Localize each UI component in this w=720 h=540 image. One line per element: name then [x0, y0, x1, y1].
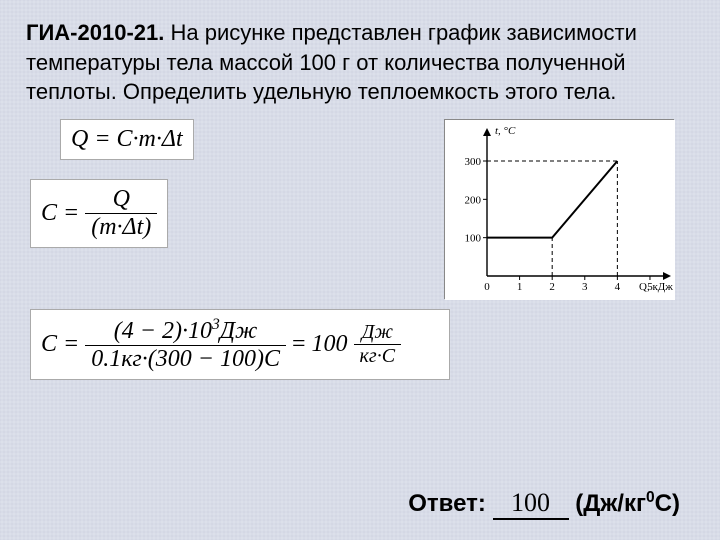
eq3-result-unit: Дж кг·С — [354, 321, 402, 368]
svg-text:t, °C: t, °C — [495, 125, 516, 137]
eq3-equals: = — [292, 331, 312, 357]
svg-text:3: 3 — [582, 281, 588, 293]
eq2-num: Q — [85, 186, 157, 214]
svg-text:200: 200 — [465, 194, 482, 206]
formula-calc: C = (4 − 2)·103Дж 0.1кг·(300 − 100)С = 1… — [30, 309, 450, 380]
svg-text:4: 4 — [615, 281, 621, 293]
problem-title: ГИА-2010-21. На рисунке представлен граф… — [26, 18, 694, 107]
answer-unit: (Дж/кг0С) — [575, 490, 680, 517]
eq3-fraction: (4 − 2)·103Дж 0.1кг·(300 − 100)С — [85, 316, 286, 373]
answer-label: Ответ: — [408, 490, 492, 517]
svg-text:0: 0 — [484, 281, 490, 293]
eq1-rhs: С·m·Δt — [117, 126, 183, 152]
answer-value: 100 — [493, 488, 569, 520]
answer-line: Ответ: 100 (Дж/кг0С) — [408, 488, 680, 520]
chart-svg: 012345100200300t, °CQ, кДж — [445, 120, 675, 300]
svg-text:1: 1 — [517, 281, 523, 293]
title-bold: ГИА-2010-21. — [26, 20, 164, 45]
svg-text:Q, кДж: Q, кДж — [639, 281, 673, 293]
content-area: Q = С·m·Δt C = Q (m·Δt) C = (4 − 2)·103Д… — [26, 119, 694, 479]
eq2-lhs: C = — [41, 200, 79, 226]
eq1-lhs: Q = — [71, 126, 111, 152]
eq3-num: (4 − 2)·103Дж — [85, 316, 286, 346]
formula-q: Q = С·m·Δt — [60, 119, 194, 160]
eq3-result: 100 — [312, 331, 348, 357]
svg-text:2: 2 — [549, 281, 555, 293]
eq2-fraction: Q (m·Δt) — [85, 186, 157, 241]
eq2-den: (m·Δt) — [85, 214, 157, 241]
svg-text:300: 300 — [465, 156, 482, 168]
eq3-den: 0.1кг·(300 − 100)С — [85, 346, 286, 373]
formula-c: C = Q (m·Δt) — [30, 179, 168, 248]
svg-text:100: 100 — [465, 233, 482, 245]
tq-chart: 012345100200300t, °CQ, кДж — [444, 119, 674, 299]
eq3-lhs: C = — [41, 331, 79, 357]
